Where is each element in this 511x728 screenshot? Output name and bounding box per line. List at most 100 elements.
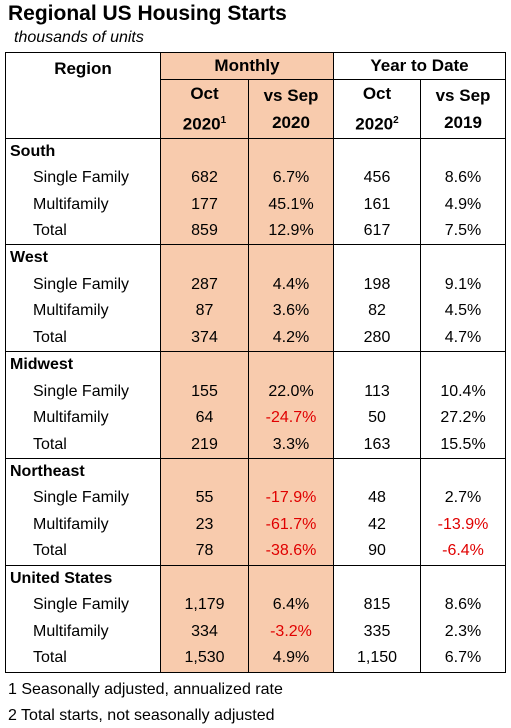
data-cell: 4.7% [419,324,507,352]
section-row: Midwest [5,351,507,379]
column-header-line: Oct [190,84,219,103]
section-name: South [5,137,161,165]
empty-cell [248,244,334,272]
data-cell: 155 [160,378,249,405]
data-cell: -17.9% [248,485,334,512]
empty-cell [419,564,507,592]
data-row: Multifamily 64 -24.7% 50 27.2% [5,404,507,432]
empty-cell [248,351,334,379]
data-cell: 1,530 [160,644,249,673]
column-header: Oct 20202 [333,79,421,139]
data-cell: 4.9% [248,644,334,673]
data-cell: 9.1% [419,271,507,299]
column-header-year: 2020 [182,114,221,134]
data-row: Total 374 4.2% 280 4.7% [5,324,507,352]
data-cell: 682 [160,164,249,192]
data-cell: 3.6% [248,298,334,325]
data-row: Total 78 -38.6% 90 -6.4% [5,538,507,566]
data-row: Single Family 55 -17.9% 48 2.7% [5,485,507,512]
empty-cell [419,458,507,485]
data-row: Multifamily 177 45.1% 161 4.9% [5,191,507,218]
ytd-header: Year to Date [332,52,507,80]
data-row: Total 1,530 4.9% 1,150 6.7% [5,644,507,673]
data-cell: 334 [160,618,249,645]
data-cell: 161 [333,191,421,218]
data-cell: 113 [333,378,421,405]
empty-cell [160,137,249,165]
data-cell: 815 [333,591,421,619]
empty-cell [333,564,421,592]
section-name: Midwest [5,351,161,379]
data-cell: 15.5% [419,431,507,459]
row-label: Total [5,538,161,566]
data-cell: -24.7% [248,404,334,432]
column-header-line: Oct [362,84,392,103]
data-cell: 456 [333,164,421,192]
data-cell: 7.5% [419,217,507,245]
data-cell: -38.6% [248,538,334,566]
data-row: Single Family 155 22.0% 113 10.4% [5,378,507,405]
row-label: Total [5,217,161,245]
data-cell: 12.9% [248,217,334,245]
row-label: Single Family [5,591,161,619]
data-cell: 50 [333,404,421,432]
empty-cell [333,137,421,165]
section-row: South [5,137,507,165]
row-label: Total [5,431,161,459]
column-header: vs Sep 2020 [248,79,334,139]
footnote: 1 Seasonally adjusted, annualized rate [8,681,283,698]
data-cell: 6.7% [419,644,507,673]
row-label: Single Family [5,485,161,512]
row-label: Multifamily [5,404,161,432]
data-cell: -61.7% [248,511,334,539]
data-row: Single Family 1,179 6.4% 815 8.6% [5,591,507,619]
column-header: Oct 20201 [160,79,249,139]
data-cell: 90 [333,538,421,566]
footnote: 2 Total starts, not seasonally adjusted [8,707,275,724]
row-label: Multifamily [5,618,161,645]
data-cell: 2.3% [419,618,507,645]
empty-cell [419,137,507,165]
section-row: United States [5,564,507,592]
housing-table: Region Monthly Year to Date Oct 20201 vs Sep 2… [5,52,507,673]
footnote-ref: 1 [220,115,227,126]
monthly-header: Monthly [160,52,334,80]
data-cell: 280 [333,324,421,352]
empty-cell [419,351,507,379]
section-name: Northeast [5,458,161,485]
data-cell: 198 [333,271,421,299]
data-row: Single Family 287 4.4% 198 9.1% [5,271,507,299]
data-cell: 8.6% [419,164,507,192]
data-cell: 55 [160,485,249,512]
data-row: Total 859 12.9% 617 7.5% [5,217,507,245]
data-cell: 48 [333,485,421,512]
column-header-line: 2019 [421,109,505,136]
row-label: Single Family [5,164,161,192]
data-cell: 82 [333,298,421,325]
data-cell: 2.7% [419,485,507,512]
column-header: vs Sep 2019 [419,79,507,139]
subtitle: thousands of units [14,29,144,46]
data-cell: 87 [160,298,249,325]
empty-cell [160,244,249,272]
data-cell: 10.4% [419,378,507,405]
row-label: Multifamily [5,298,161,325]
empty-cell [333,458,421,485]
row-label: Single Family [5,271,161,299]
empty-cell [333,244,421,272]
data-cell: -13.9% [419,511,507,539]
column-header-year: 2019 [444,112,482,132]
data-cell: 219 [160,431,249,459]
data-cell: 45.1% [248,191,334,218]
column-header-line: 2020 [249,109,333,136]
row-label: Total [5,644,161,673]
data-cell: 859 [160,217,249,245]
row-label: Total [5,324,161,352]
data-cell: 78 [160,538,249,566]
data-cell: 64 [160,404,249,432]
section-row: West [5,244,507,272]
row-label: Multifamily [5,511,161,539]
region-header: Region [5,52,161,139]
